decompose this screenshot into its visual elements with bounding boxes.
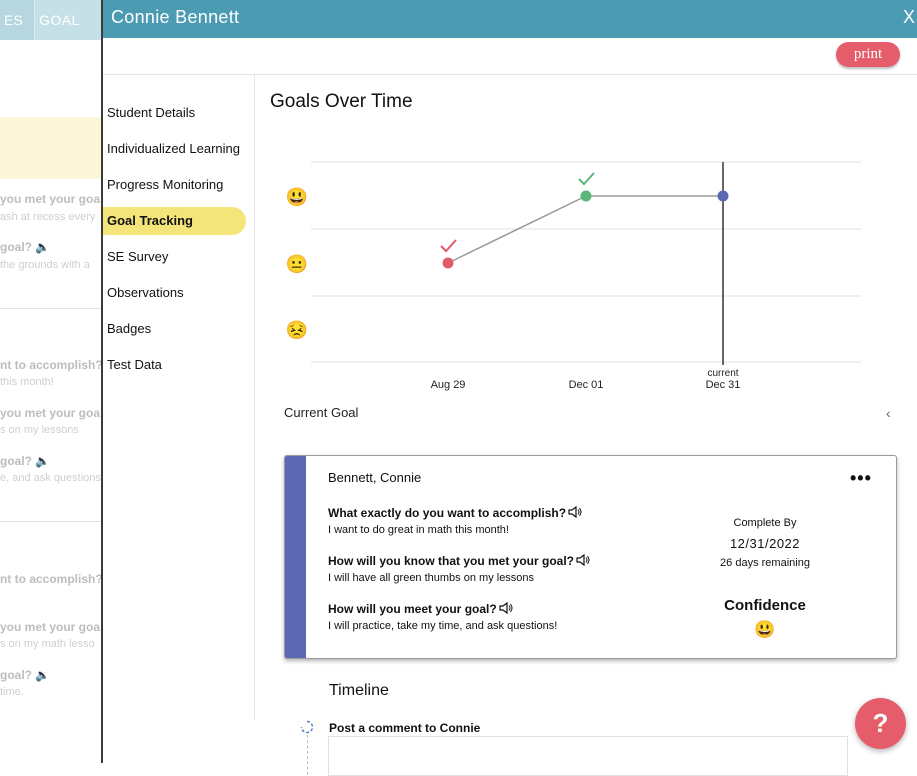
speaker-icon: 🔈 <box>35 240 51 254</box>
background-goal-list: you met your goa ash at recess every goa… <box>0 40 101 763</box>
neutral-face-icon: 😐 <box>286 254 308 274</box>
divider <box>0 308 101 309</box>
complete-by-date: 12/31/2022 <box>729 536 801 551</box>
days-remaining: 26 days remaining <box>720 557 810 569</box>
current-marker-label: current <box>707 368 738 379</box>
background-question: you met your goa <box>0 406 101 420</box>
background-answer: s on my lessons <box>0 424 79 436</box>
checkmark-icon <box>578 172 595 186</box>
goal-tracking-panel: Goals Over Time 😣 😐 😃 Aug 29 Dec 01 Dec 31 cur… <box>256 75 917 776</box>
sidebar-item-progress-monitoring[interactable]: Progress Monitoring <box>107 177 224 192</box>
data-point <box>442 257 454 269</box>
modal-title: Connie Bennett <box>111 7 240 27</box>
x-tick-label: Aug 29 <box>431 379 466 391</box>
chevron-left-icon[interactable]: ‹ <box>886 405 891 421</box>
sidebar-item-individualized-learning[interactable]: Individualized Learning <box>107 141 240 156</box>
background-question: you met your goa <box>0 620 101 634</box>
background-answer: time. <box>0 686 24 698</box>
sidebar-item-student-details[interactable]: Student Details <box>107 105 196 120</box>
background-question: goal? 🔈 <box>0 668 51 682</box>
divider <box>103 74 917 75</box>
modal-sidebar: Student Details Individualized Learning … <box>103 75 255 720</box>
sad-face-icon: 😣 <box>286 320 308 340</box>
goal-answer: I want to do great in math this month! <box>328 524 509 536</box>
data-point <box>580 190 592 202</box>
sidebar-item-goal-tracking[interactable]: Goal Tracking <box>103 207 246 235</box>
comment-label: Post a comment to Connie <box>329 721 481 735</box>
background-question: nt to accomplish? <box>0 572 101 586</box>
confidence-label: Confidence <box>724 597 806 614</box>
more-options-icon[interactable]: ••• <box>850 468 872 488</box>
modal-header: Connie Bennett X <box>103 0 917 38</box>
background-question: goal? 🔈 <box>0 240 51 254</box>
timeline-loading-icon <box>300 720 314 734</box>
confidence-happy-icon: 😃 <box>754 620 776 639</box>
goal-question: How will you know that you met your goal… <box>328 554 590 569</box>
background-question: nt to accomplish? <box>0 358 101 372</box>
background-answer: s on my math lesso <box>0 638 95 650</box>
timeline-connector <box>307 735 308 775</box>
page-title: Goals Over Time <box>270 91 413 112</box>
help-button[interactable]: ? <box>855 698 906 749</box>
goal-answer: I will have all green thumbs on my lesso… <box>328 572 535 584</box>
speaker-icon[interactable] <box>568 506 582 521</box>
goal-question: What exactly do you want to accomplish? <box>328 506 582 521</box>
speaker-icon: 🔈 <box>35 454 51 468</box>
background-answer: the grounds with a <box>0 259 90 271</box>
student-name: Bennett, Connie <box>328 470 422 485</box>
background-question: you met your goa <box>0 192 101 206</box>
goal-question: How will you meet your goal? <box>328 602 513 617</box>
comment-input[interactable] <box>328 736 848 776</box>
complete-by-label: Complete By <box>733 517 797 529</box>
sidebar-item-observations[interactable]: Observations <box>107 285 184 300</box>
goal-card-accent <box>285 456 306 658</box>
sidebar-item-badges[interactable]: Badges <box>107 321 152 336</box>
goal-card: Bennett, Connie ••• What exactly do you … <box>284 455 897 659</box>
sidebar-item-se-survey[interactable]: SE Survey <box>107 249 169 264</box>
background-answer: e, and ask questions <box>0 472 101 484</box>
x-tick-label: Dec 31 <box>706 379 741 391</box>
checkmark-icon <box>440 239 457 253</box>
background-tab-es[interactable]: ES <box>0 0 34 40</box>
background-answer: this month! <box>0 376 54 388</box>
goal-answer: I will practice, take my time, and ask q… <box>328 620 558 632</box>
background-tab-goal-tracking[interactable]: GOAL TR <box>35 0 101 68</box>
print-button[interactable]: print <box>836 42 900 67</box>
divider <box>0 521 101 522</box>
data-point <box>717 190 729 202</box>
speaker-icon[interactable] <box>499 602 513 617</box>
sidebar-item-test-data[interactable]: Test Data <box>107 357 162 372</box>
current-goal-label: Current Goal <box>284 405 359 420</box>
background-answer: ash at recess every <box>0 211 96 223</box>
close-button[interactable]: X <box>902 7 915 27</box>
timeline-title: Timeline <box>329 682 389 699</box>
happy-face-icon: 😃 <box>286 187 308 207</box>
student-modal: Connie Bennett X print Student Details I… <box>101 0 917 776</box>
speaker-icon[interactable] <box>576 554 590 569</box>
speaker-icon: 🔈 <box>35 668 51 682</box>
x-tick-label: Dec 01 <box>569 379 604 391</box>
background-question: goal? 🔈 <box>0 454 51 468</box>
background-highlight <box>0 117 101 179</box>
